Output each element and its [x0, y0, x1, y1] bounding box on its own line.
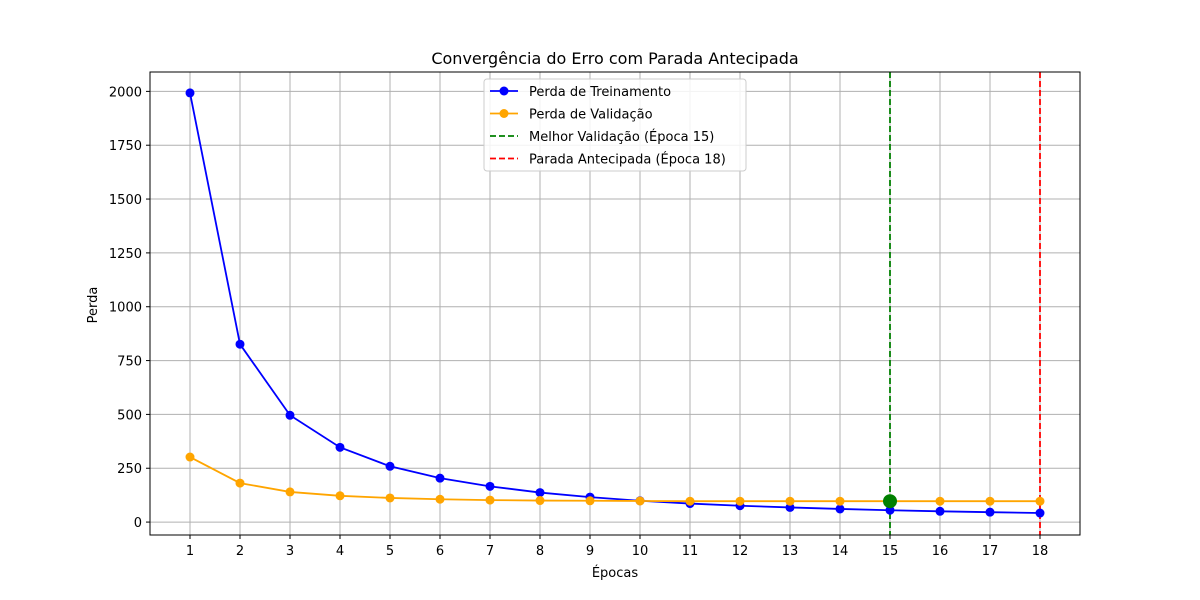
data-point	[335, 442, 345, 452]
x-tick-label: 9	[586, 544, 594, 559]
y-tick-label: 1250	[109, 247, 142, 262]
legend-label: Perda de Validação	[529, 108, 653, 123]
x-tick-label: 15	[882, 544, 899, 559]
data-point	[585, 496, 595, 506]
data-point	[435, 473, 445, 483]
x-tick-label: 13	[782, 544, 799, 559]
data-point	[835, 504, 845, 514]
data-point	[435, 494, 445, 504]
data-point	[935, 496, 945, 506]
y-tick-label: 1000	[109, 301, 142, 316]
x-axis-label: Épocas	[592, 565, 639, 581]
legend-label: Parada Antecipada (Época 18)	[529, 152, 726, 168]
data-point	[1035, 496, 1045, 506]
data-point	[485, 495, 495, 505]
x-tick-label: 12	[732, 544, 749, 559]
data-point	[885, 505, 895, 515]
x-tick-label: 18	[1032, 544, 1049, 559]
y-tick-label: 0	[134, 516, 142, 531]
best-validation-point	[883, 494, 897, 509]
data-point	[935, 506, 945, 516]
y-tick-label: 1750	[109, 139, 142, 154]
chart-title: Convergência do Erro com Parada Antecipa…	[431, 49, 798, 68]
y-tick-label: 2000	[109, 85, 142, 100]
data-point	[985, 507, 995, 517]
data-point	[735, 496, 745, 506]
x-tick-label: 3	[286, 544, 294, 559]
x-axis-ticks: 1 2 3 4 5 6 7 8 9 10 11 12 13 14 15 16 17 18	[186, 535, 1048, 559]
y-axis-ticks: 0 250 500 750 1000 1250 1500 1750 2000	[109, 85, 150, 531]
y-tick-label: 500	[117, 408, 142, 423]
data-point	[985, 496, 995, 506]
legend-box	[483, 78, 747, 172]
vertical-lines	[889, 72, 1041, 535]
x-tick-label: 7	[486, 544, 494, 559]
series-line	[189, 456, 1040, 503]
data-point	[785, 502, 795, 512]
y-tick-label: 1500	[109, 193, 142, 208]
x-tick-label: 6	[436, 544, 444, 559]
data-point	[685, 496, 695, 506]
legend-marker	[499, 109, 509, 118]
legend: Perda de Treinamento Perda de Validação Me…	[483, 78, 747, 172]
series	[185, 88, 1045, 518]
series-line	[189, 92, 1041, 514]
data-point	[1035, 508, 1045, 518]
y-tick-label: 250	[117, 462, 142, 477]
data-point	[385, 493, 395, 503]
data-point	[285, 487, 295, 497]
data-point	[235, 478, 245, 488]
x-tick-label: 8	[536, 544, 544, 559]
data-point	[285, 410, 295, 420]
y-tick-label: 750	[117, 355, 142, 370]
x-tick-label: 11	[682, 544, 699, 559]
legend-label: Perda de Treinamento	[529, 85, 671, 100]
x-tick-label: 10	[632, 544, 649, 559]
x-tick-label: 14	[832, 544, 849, 559]
x-tick-label: 16	[932, 544, 949, 559]
data-point	[185, 452, 195, 462]
legend-marker	[499, 86, 509, 96]
data-point	[335, 491, 345, 501]
data-point	[535, 488, 545, 498]
y-axis-label: Perda	[86, 287, 101, 324]
legend-label: Melhor Validação (Época 15)	[529, 129, 714, 145]
x-tick-label: 17	[982, 544, 999, 559]
data-point	[635, 496, 645, 506]
data-point	[185, 88, 195, 98]
x-tick-label: 5	[386, 544, 394, 559]
data-point	[535, 496, 545, 506]
data-point	[835, 496, 845, 506]
plot-frame	[149, 71, 1081, 536]
data-point	[235, 339, 245, 349]
data-point	[485, 481, 495, 491]
x-tick-label: 1	[186, 544, 194, 559]
x-tick-label: 2	[236, 544, 244, 559]
x-tick-label: 4	[336, 544, 344, 559]
data-point	[385, 461, 395, 471]
data-point	[785, 496, 795, 506]
